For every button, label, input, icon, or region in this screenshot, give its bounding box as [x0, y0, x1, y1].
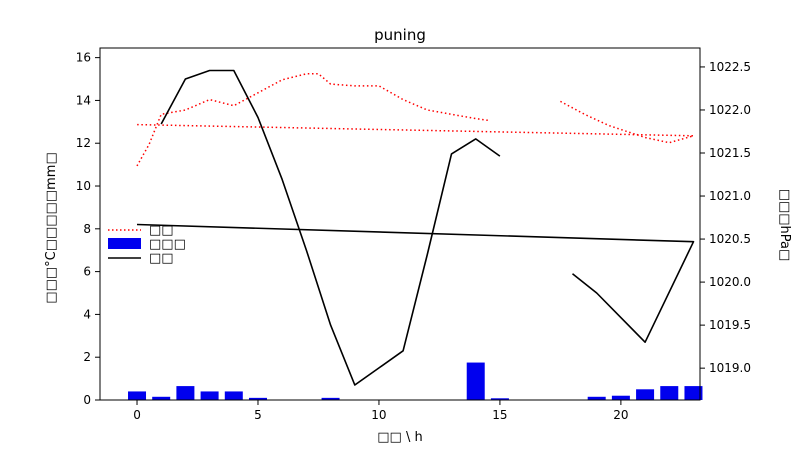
x-tick-label: 10	[371, 408, 386, 422]
right-tick-label: 1021.0	[709, 189, 751, 203]
left-tick-label: 14	[76, 93, 91, 107]
chart-title: puning	[374, 26, 426, 44]
precip-bar	[636, 389, 655, 400]
precip-bar	[152, 396, 171, 400]
left-tick-label: 6	[83, 265, 91, 279]
precip-bar	[321, 397, 340, 400]
left-tick-label: 10	[76, 179, 91, 193]
pressure-segment	[136, 73, 488, 167]
precip-bar	[466, 362, 485, 400]
legend-precipitation-label: □□□	[149, 237, 186, 252]
left-tick-label: 16	[76, 51, 91, 65]
legend-precipitation-handle-icon	[108, 238, 141, 249]
precip-bar	[224, 391, 243, 400]
plot-spines	[99, 47, 701, 401]
legend-temperature-label: □□	[149, 251, 174, 266]
legend: □□ □□□ □□	[108, 223, 186, 266]
pressure-segment	[136, 100, 694, 144]
precip-bar	[587, 396, 606, 400]
axes: 02468101214161019.01019.51020.01020.5102…	[76, 47, 751, 422]
pressure-dotted-line	[136, 73, 694, 167]
y-axis-label-right: □□□hPa□	[777, 189, 792, 262]
right-tick-label: 1019.5	[709, 318, 751, 332]
temperature-segment	[160, 69, 501, 386]
right-tick-label: 1019.0	[709, 361, 751, 375]
x-tick-label: 0	[133, 408, 141, 422]
left-tick-label: 8	[83, 222, 91, 236]
precip-bar	[200, 391, 219, 400]
left-tick-label: 12	[76, 136, 91, 150]
precip-bar	[611, 395, 630, 400]
precip-bar	[684, 386, 703, 400]
precip-bar	[176, 386, 195, 400]
left-tick-label: 4	[83, 307, 91, 321]
precip-bar	[128, 391, 147, 400]
temperature-segment	[136, 223, 695, 344]
precip-bar	[248, 397, 267, 400]
right-tick-label: 1022.5	[709, 60, 751, 74]
right-tick-label: 1020.0	[709, 275, 751, 289]
precip-bar	[660, 386, 679, 400]
precip-bar	[490, 398, 509, 400]
temperature-line	[136, 69, 695, 386]
left-tick-label: 2	[83, 350, 91, 364]
x-tick-label: 15	[492, 408, 507, 422]
left-tick-label: 0	[83, 393, 91, 407]
right-tick-label: 1021.5	[709, 146, 751, 160]
x-tick-label: 20	[613, 408, 628, 422]
y-axis-label-left: □□□°C□□□□□mm□	[44, 152, 59, 303]
precipitation-bars	[128, 362, 703, 400]
legend-pressure-label: □□	[149, 223, 174, 238]
right-tick-label: 1022.0	[709, 103, 751, 117]
right-tick-label: 1020.5	[709, 232, 751, 246]
x-axis-label: □□ \ h	[377, 430, 422, 445]
x-tick-label: 5	[254, 408, 262, 422]
